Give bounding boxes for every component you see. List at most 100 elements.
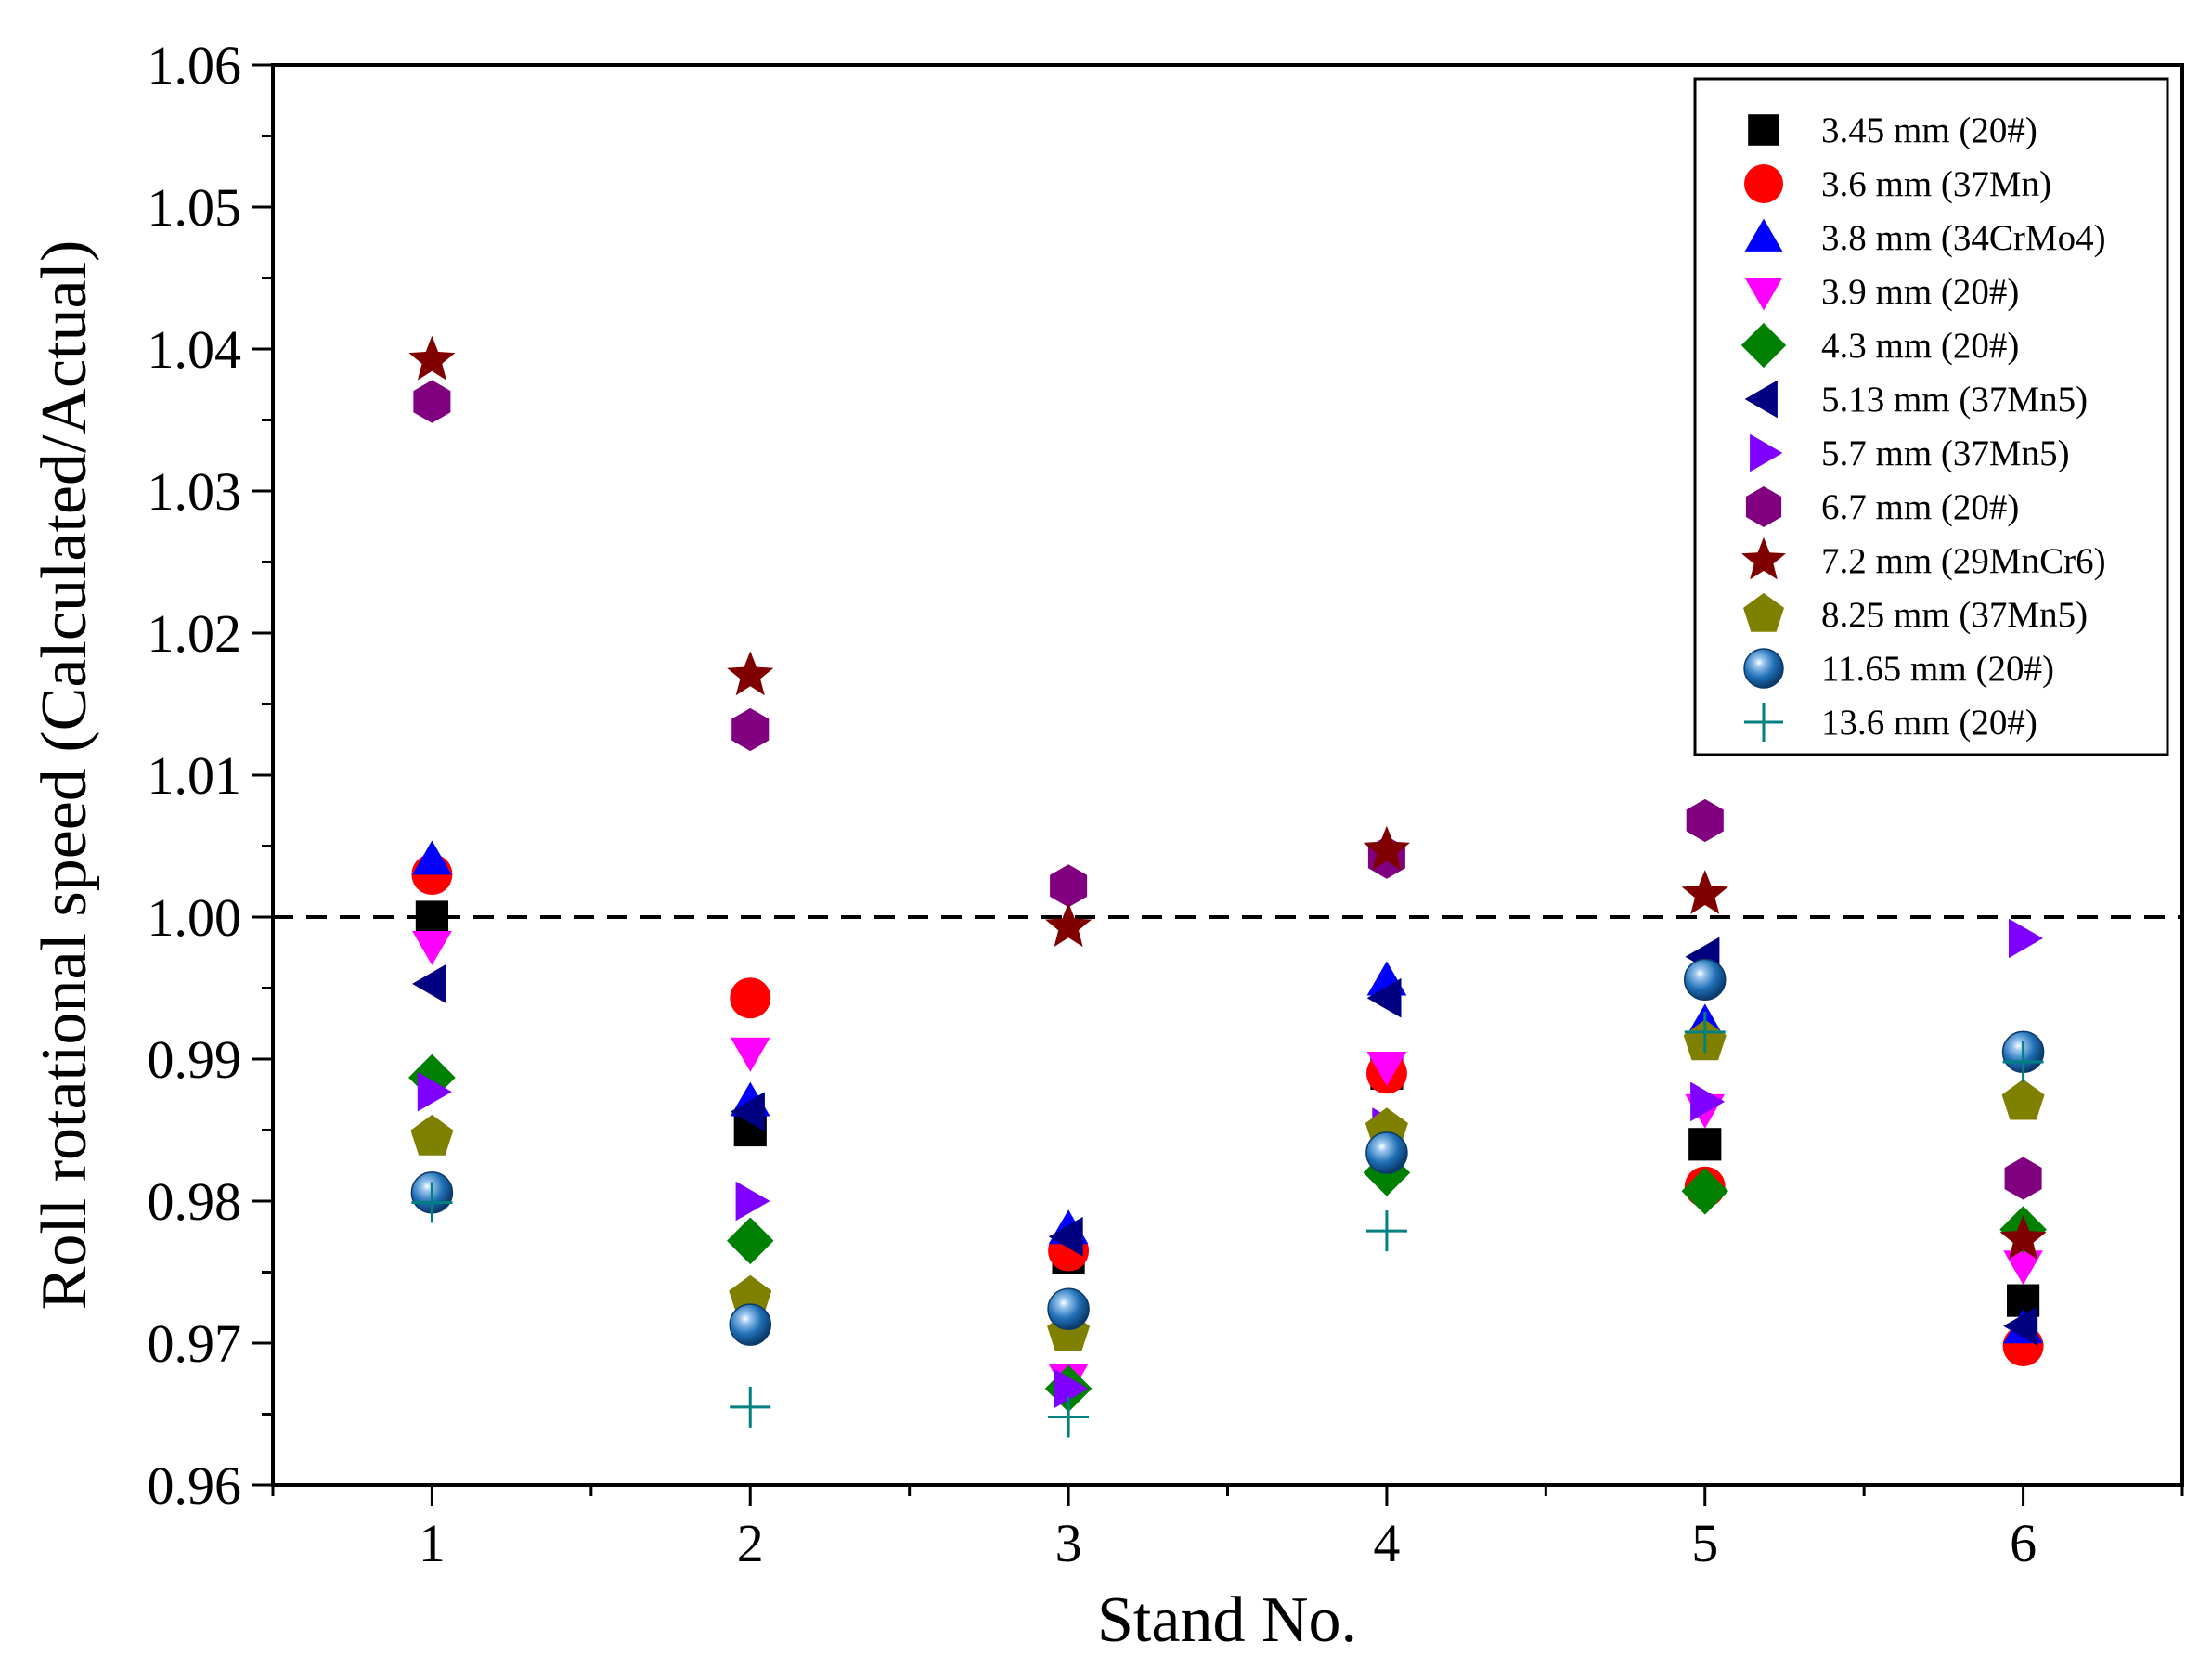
data-point	[1999, 1214, 2047, 1260]
data-point	[1045, 902, 1093, 948]
y-tick-label: 0.98	[148, 1171, 242, 1232]
legend-item: 7.2 mm (29MnCr6)	[1741, 537, 2106, 581]
data-point	[1363, 825, 1410, 871]
data-point	[415, 900, 449, 934]
x-tick-label: 3	[1055, 1513, 1082, 1573]
legend-label: 13.6 mm (20#)	[1821, 703, 2037, 743]
data-point	[730, 1386, 771, 1428]
series-12	[411, 1011, 2044, 1438]
data-point	[730, 1092, 765, 1131]
legend-item: 3.6 mm (37Mn)	[1744, 164, 2051, 204]
legend-label: 5.13 mm (37Mn5)	[1821, 380, 2088, 420]
x-tick-label: 5	[1691, 1513, 1718, 1573]
y-tick-label: 1.00	[148, 887, 242, 948]
x-tick-label: 6	[2010, 1513, 2037, 1573]
legend-marker	[1744, 218, 1783, 252]
y-tick-label: 0.96	[148, 1455, 242, 1516]
legend-label: 6.7 mm (20#)	[1821, 487, 2019, 527]
data-point	[1365, 1210, 1407, 1252]
data-point	[1684, 1011, 1726, 1053]
x-tick-label: 4	[1373, 1513, 1400, 1573]
data-point	[2003, 1306, 2038, 1346]
data-point	[1048, 1396, 1090, 1438]
data-point	[417, 1071, 452, 1112]
data-point	[2001, 1079, 2045, 1120]
series-10	[410, 1019, 2045, 1351]
legend-item: 3.8 mm (34CrMo4)	[1744, 218, 2106, 258]
series-7	[417, 918, 2043, 1409]
legend-item: 8.25 mm (37Mn5)	[1743, 592, 2088, 635]
y-tick-label: 1.05	[148, 177, 242, 238]
data-point	[729, 1303, 771, 1346]
legend-marker	[1743, 592, 1784, 632]
data-point	[411, 1182, 453, 1223]
data-point	[730, 977, 771, 1019]
x-tick-label: 1	[419, 1513, 446, 1573]
legend-marker	[1743, 648, 1784, 689]
data-point	[731, 707, 770, 752]
legend-item: 5.13 mm (37Mn5)	[1744, 380, 2088, 420]
series-5	[408, 1054, 2047, 1413]
series-2	[411, 854, 2044, 1367]
data-point	[1681, 1168, 1728, 1215]
data-point	[1690, 1081, 1726, 1122]
y-tick-label: 1.06	[148, 35, 242, 96]
data-point	[727, 1217, 774, 1265]
y-tick-label: 0.99	[148, 1029, 242, 1090]
legend-marker	[1744, 380, 1778, 419]
data-point	[1047, 1287, 1090, 1331]
x-axis-title: Stand No.	[1097, 1584, 1357, 1656]
series-8	[413, 380, 2042, 1200]
data-point	[1688, 1128, 1722, 1161]
legend-marker	[1741, 537, 1786, 580]
data-point	[727, 651, 774, 696]
data-point	[2003, 1250, 2043, 1286]
data-point	[1366, 977, 1402, 1018]
data-point	[412, 931, 452, 965]
legend-label: 11.65 mm (20#)	[1821, 649, 2054, 689]
series-9	[408, 335, 2047, 1260]
series-6	[412, 937, 2038, 1346]
legend-marker	[1744, 164, 1783, 203]
legend-marker	[1748, 114, 1779, 146]
legend-item: 11.65 mm (20#)	[1743, 648, 2054, 689]
legend-label: 7.2 mm (29MnCr6)	[1821, 541, 2106, 581]
data-point	[735, 1181, 770, 1222]
legend-item: 6.7 mm (20#)	[1745, 486, 2019, 527]
data-point	[1686, 798, 1724, 843]
legend-item: 5.7 mm (37Mn5)	[1750, 433, 2070, 473]
legend-item: 13.6 mm (20#)	[1744, 703, 2037, 743]
data-point	[412, 840, 452, 875]
legend-item: 3.9 mm (20#)	[1744, 272, 2019, 312]
y-tick-label: 0.97	[148, 1313, 242, 1374]
x-tick-label: 2	[737, 1513, 764, 1573]
data-point	[1681, 870, 1728, 914]
legend-label: 5.7 mm (37Mn5)	[1821, 433, 2070, 473]
data-point	[410, 1114, 454, 1156]
legend-item: 4.3 mm (20#)	[1740, 322, 2019, 369]
data-point	[412, 963, 446, 1004]
legend-label: 3.9 mm (20#)	[1821, 272, 2019, 312]
data-point	[2004, 1157, 2042, 1200]
y-axis-title: Roll rotational speed (Calculated/Actual…	[29, 240, 100, 1311]
data-point	[2009, 918, 2043, 959]
legend-item: 3.45 mm (20#)	[1748, 110, 2037, 150]
y-tick-label: 1.04	[148, 319, 242, 380]
data-point	[1050, 864, 1088, 908]
y-tick-label: 1.02	[148, 603, 242, 664]
legend-marker	[1744, 703, 1783, 742]
data-point	[729, 1274, 772, 1316]
data-point	[1366, 1052, 1407, 1086]
legend-label: 3.45 mm (20#)	[1821, 110, 2037, 150]
legend-marker	[1740, 322, 1787, 369]
series-1	[415, 900, 2040, 1317]
data-point	[1684, 958, 1727, 1002]
data-point	[1054, 1368, 1089, 1409]
data-point	[413, 380, 451, 423]
series-11	[410, 958, 2045, 1346]
y-tick-label: 1.01	[148, 745, 242, 806]
series-4	[412, 931, 2043, 1399]
legend-label: 8.25 mm (37Mn5)	[1821, 595, 2088, 635]
legend-label: 4.3 mm (20#)	[1821, 326, 2019, 366]
